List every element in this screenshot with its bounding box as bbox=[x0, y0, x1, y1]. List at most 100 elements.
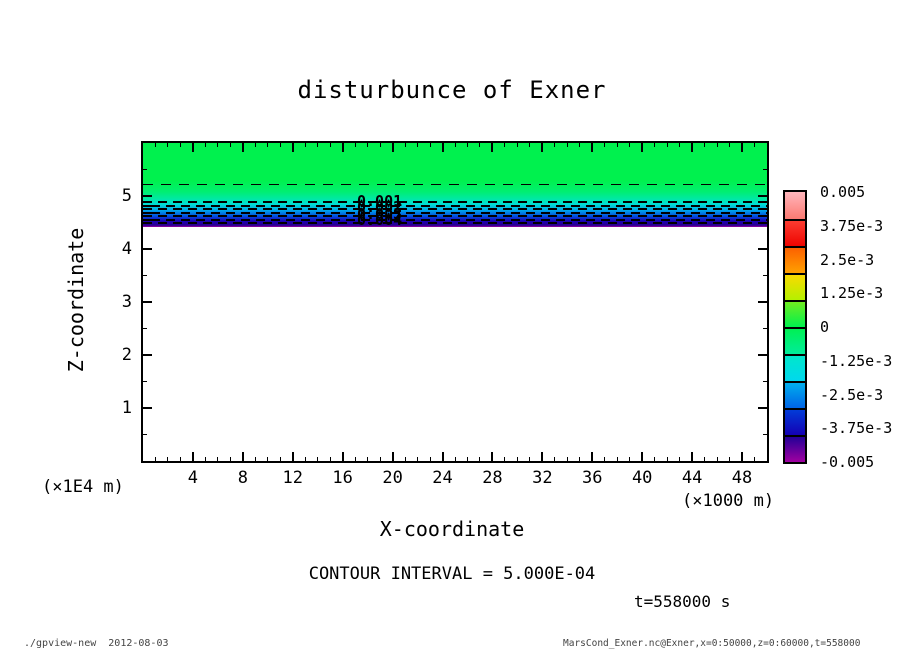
y-tick bbox=[143, 301, 152, 303]
y-tick bbox=[758, 248, 767, 250]
y-axis-unit: (×1E4 m) bbox=[42, 477, 124, 497]
x-tick bbox=[579, 143, 581, 147]
colorbar-segment bbox=[785, 408, 805, 435]
x-tick bbox=[417, 457, 419, 461]
x-tick bbox=[191, 143, 194, 152]
x-tick bbox=[267, 457, 269, 461]
y-tick bbox=[763, 275, 767, 276]
x-tick bbox=[716, 457, 718, 461]
contour-interval-note: CONTOUR INTERVAL = 5.000E-04 bbox=[308, 564, 596, 584]
x-tick-label: 32 bbox=[532, 468, 553, 488]
x-tick bbox=[279, 143, 281, 147]
x-tick bbox=[191, 452, 194, 461]
x-tick bbox=[441, 143, 444, 152]
x-tick bbox=[429, 457, 431, 461]
x-tick bbox=[341, 143, 344, 152]
x-tick bbox=[167, 457, 169, 461]
x-tick bbox=[679, 457, 681, 461]
x-tick bbox=[654, 143, 656, 147]
x-tick bbox=[341, 452, 344, 461]
x-tick bbox=[417, 143, 419, 147]
colorbar-tick-label: -3.75e-3 bbox=[820, 419, 893, 438]
x-tick bbox=[254, 143, 256, 147]
x-tick bbox=[217, 457, 219, 461]
x-tick bbox=[491, 452, 494, 461]
colorbar-tick-label: -1.25e-3 bbox=[820, 351, 893, 370]
contour-dash-row bbox=[143, 215, 767, 217]
x-tick bbox=[479, 143, 481, 147]
x-tick bbox=[167, 143, 169, 147]
contour-label: 0.004 bbox=[357, 210, 403, 229]
x-tick bbox=[379, 143, 381, 147]
x-tick bbox=[516, 143, 518, 147]
dashed-contour-line bbox=[143, 184, 767, 185]
contour-dash-row bbox=[143, 204, 767, 207]
colorbar-segment bbox=[785, 435, 805, 462]
x-tick bbox=[504, 143, 506, 147]
colorbar-tick-label: 2.5e-3 bbox=[820, 250, 875, 269]
contour-dash-row bbox=[143, 211, 767, 214]
x-tick bbox=[554, 143, 556, 147]
footer-command: ./gpview-new 2012-08-03 bbox=[24, 638, 169, 649]
y-tick bbox=[143, 248, 152, 250]
x-tick bbox=[741, 452, 744, 461]
x-tick bbox=[604, 457, 606, 461]
y-tick bbox=[143, 169, 147, 170]
colorbar-segment bbox=[785, 354, 805, 381]
x-tick bbox=[429, 143, 431, 147]
y-tick bbox=[143, 434, 147, 435]
contour-dash-row bbox=[143, 218, 767, 221]
x-tick bbox=[716, 143, 718, 147]
y-tick bbox=[758, 195, 767, 197]
y-tick bbox=[143, 381, 147, 382]
y-tick-label: 3 bbox=[121, 292, 132, 312]
y-tick bbox=[763, 328, 767, 329]
x-tick bbox=[317, 143, 319, 147]
x-tick bbox=[666, 457, 668, 461]
contour-label: 0.002 bbox=[357, 198, 403, 217]
x-tick bbox=[217, 143, 219, 147]
contour-label: 0.001 bbox=[357, 192, 403, 210]
x-tick-label: 36 bbox=[582, 468, 603, 488]
x-tick-label: 16 bbox=[332, 468, 353, 488]
colorbar-segment bbox=[785, 219, 805, 246]
x-tick bbox=[529, 143, 531, 147]
chart-title: disturbunce of Exner bbox=[297, 76, 607, 104]
y-tick bbox=[143, 407, 152, 409]
y-tick bbox=[143, 195, 152, 197]
x-tick bbox=[679, 143, 681, 147]
colorbar-tick-label: 3.75e-3 bbox=[820, 216, 884, 235]
x-tick bbox=[604, 143, 606, 147]
x-tick bbox=[404, 143, 406, 147]
colorbar-tick-label: 0 bbox=[820, 318, 830, 336]
x-tick bbox=[454, 457, 456, 461]
x-tick bbox=[291, 143, 294, 152]
x-tick bbox=[554, 457, 556, 461]
x-tick bbox=[304, 457, 306, 461]
x-tick bbox=[391, 452, 394, 461]
x-tick bbox=[741, 143, 744, 152]
colorbar-tick-label: -2.5e-3 bbox=[820, 385, 884, 404]
x-tick bbox=[616, 143, 618, 147]
colorbar-segment bbox=[785, 300, 805, 327]
colorbar-tick-label: -0.005 bbox=[820, 453, 875, 471]
x-tick bbox=[154, 143, 156, 147]
contour-dash-row bbox=[143, 208, 767, 210]
x-tick bbox=[566, 143, 568, 147]
contour-label: 0.003 bbox=[357, 204, 403, 223]
x-tick bbox=[204, 143, 206, 147]
x-tick bbox=[479, 457, 481, 461]
x-tick bbox=[691, 143, 694, 152]
x-tick bbox=[541, 452, 544, 461]
x-axis-label: X-coordinate bbox=[379, 517, 525, 541]
x-tick bbox=[291, 452, 294, 461]
x-tick bbox=[529, 457, 531, 461]
x-tick bbox=[491, 143, 494, 152]
x-tick-label: 8 bbox=[237, 468, 248, 488]
x-tick bbox=[704, 457, 706, 461]
y-tick bbox=[763, 381, 767, 382]
x-tick bbox=[404, 457, 406, 461]
colorbar-tick-label: 1.25e-3 bbox=[820, 284, 884, 303]
y-tick bbox=[763, 222, 767, 223]
x-tick bbox=[704, 143, 706, 147]
